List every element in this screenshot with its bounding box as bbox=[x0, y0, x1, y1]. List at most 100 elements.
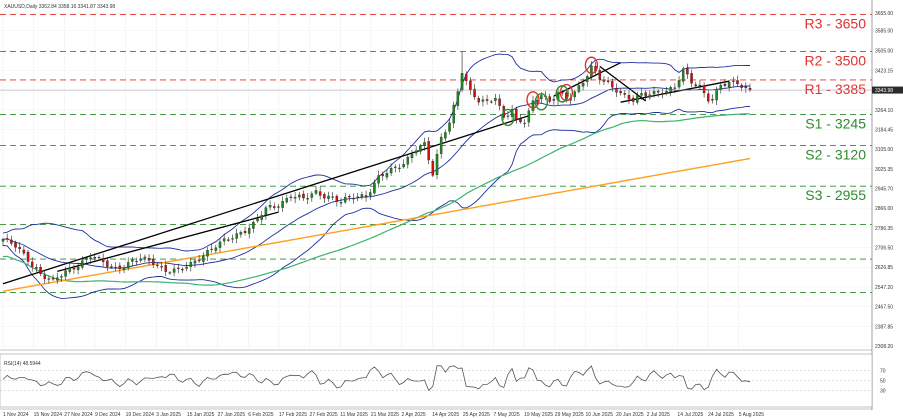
candle-body bbox=[732, 80, 735, 82]
candle-body bbox=[323, 194, 326, 199]
candle-body bbox=[273, 206, 276, 208]
x-tick-label: 17 Feb 2025 bbox=[279, 412, 307, 418]
candle-body bbox=[506, 115, 510, 117]
candle-body bbox=[636, 95, 639, 103]
candle-body bbox=[177, 267, 180, 269]
support-resistance-levels: R3 - 3650 R2 - 3500 R1 - 3385 S1 - 3245 S2 -… bbox=[0, 14, 872, 293]
candle-body bbox=[89, 257, 92, 260]
candle-body bbox=[535, 100, 539, 102]
candle-body bbox=[694, 84, 697, 87]
x-tick-label: 6 Feb 2025 bbox=[248, 412, 274, 418]
candle-body bbox=[139, 258, 142, 261]
rsi-panel: 70 50 30 bbox=[0, 353, 886, 408]
candle-body bbox=[577, 85, 581, 92]
x-tick-label: 9 Dec 2024 bbox=[95, 412, 121, 418]
candle-body bbox=[686, 68, 689, 75]
y-tick-label: 2626.85 bbox=[875, 265, 893, 271]
candle-body bbox=[189, 261, 193, 267]
moving-averages bbox=[2, 113, 751, 292]
rsi-line bbox=[2, 365, 751, 392]
candle-body bbox=[368, 192, 372, 196]
y-tick-label: 3264.10 bbox=[875, 108, 893, 114]
candle-body bbox=[552, 99, 556, 101]
x-tick-label: 19 May 2025 bbox=[524, 412, 553, 418]
level-label: S1 - 3245 bbox=[805, 116, 866, 132]
candle-body bbox=[373, 182, 376, 194]
candle-body bbox=[227, 239, 230, 241]
x-tick-label: 27 Nov 2024 bbox=[64, 412, 93, 418]
y-tick-label: 2467.50 bbox=[875, 305, 893, 311]
rsi-tick-label: 50 bbox=[880, 379, 886, 385]
candle-body bbox=[377, 175, 380, 184]
candle-body bbox=[656, 90, 660, 93]
y-tick-label: 2547.20 bbox=[875, 285, 893, 291]
bollinger-lower bbox=[2, 106, 751, 299]
candle-body bbox=[110, 266, 113, 268]
candle-body bbox=[427, 141, 430, 161]
candle-body bbox=[560, 91, 564, 94]
y-tick-label: 3105.00 bbox=[875, 147, 893, 153]
candle-body bbox=[281, 201, 284, 208]
candle-body bbox=[460, 73, 464, 91]
y-tick-label: 2866.00 bbox=[875, 206, 893, 212]
x-tick-label: 10 Jun 2025 bbox=[585, 412, 613, 418]
trend-line-short bbox=[57, 211, 279, 273]
candle-body bbox=[740, 84, 743, 88]
candle-body bbox=[1, 239, 5, 242]
candle-body bbox=[252, 221, 255, 229]
y-tick-label: 3585.00 bbox=[875, 29, 893, 35]
candle-body bbox=[293, 196, 297, 199]
candle-body bbox=[698, 84, 702, 87]
candle-body bbox=[690, 73, 693, 84]
y-tick-label: 2387.85 bbox=[875, 324, 893, 330]
x-tick-label: 1 Nov 2024 bbox=[3, 412, 29, 418]
candle-body bbox=[243, 230, 247, 234]
y-tick-label: 3505.00 bbox=[875, 48, 893, 54]
candle-body bbox=[665, 91, 668, 94]
candle-body bbox=[185, 266, 188, 269]
candle-body bbox=[122, 267, 126, 270]
y-tick-label: 2786.35 bbox=[875, 226, 893, 232]
candle-body bbox=[490, 101, 493, 103]
candle-body bbox=[264, 207, 268, 216]
candle-body bbox=[289, 196, 293, 198]
y-tick-label: 2308.20 bbox=[875, 344, 893, 350]
candle-body bbox=[394, 166, 397, 168]
red-circle-marker bbox=[526, 91, 540, 109]
candle-body bbox=[381, 174, 385, 177]
level-label: R1 - 3385 bbox=[805, 81, 867, 97]
candle-body bbox=[477, 98, 480, 103]
y-tick-label: 3655.00 bbox=[875, 11, 893, 17]
candle-body bbox=[160, 266, 163, 268]
candle-body bbox=[585, 76, 589, 83]
x-tick-label: 2 Jul 2025 bbox=[647, 412, 670, 418]
candle-body bbox=[39, 267, 42, 275]
rsi-tick-label: 70 bbox=[880, 369, 886, 375]
bollinger-upper bbox=[2, 53, 750, 252]
candle-body bbox=[573, 91, 576, 98]
candle-body bbox=[669, 87, 672, 92]
candle-body bbox=[389, 167, 393, 174]
candle-body bbox=[114, 266, 117, 268]
candle-body bbox=[677, 80, 681, 88]
candle-body bbox=[81, 260, 84, 268]
candle-body bbox=[498, 98, 501, 106]
candle-body bbox=[343, 196, 347, 203]
candle-body bbox=[590, 65, 593, 78]
candle-body bbox=[197, 259, 201, 262]
y-tick-label: 3184.45 bbox=[875, 127, 893, 133]
candle-body bbox=[193, 260, 197, 264]
rsi-label: RSI(14) 48.5944 bbox=[4, 361, 41, 367]
candle-body bbox=[494, 98, 497, 101]
candle-body bbox=[10, 239, 13, 244]
candle-body bbox=[298, 194, 301, 198]
candle-body bbox=[302, 193, 305, 199]
current-price-label: 3343.98 bbox=[875, 88, 893, 94]
candle-body bbox=[640, 93, 643, 96]
x-tick-label: 19 Dec 2024 bbox=[126, 412, 155, 418]
candle-body bbox=[210, 248, 213, 250]
candle-body bbox=[30, 261, 34, 267]
x-tick-label: 27 Feb 2025 bbox=[310, 412, 338, 418]
candle-body bbox=[727, 81, 731, 88]
